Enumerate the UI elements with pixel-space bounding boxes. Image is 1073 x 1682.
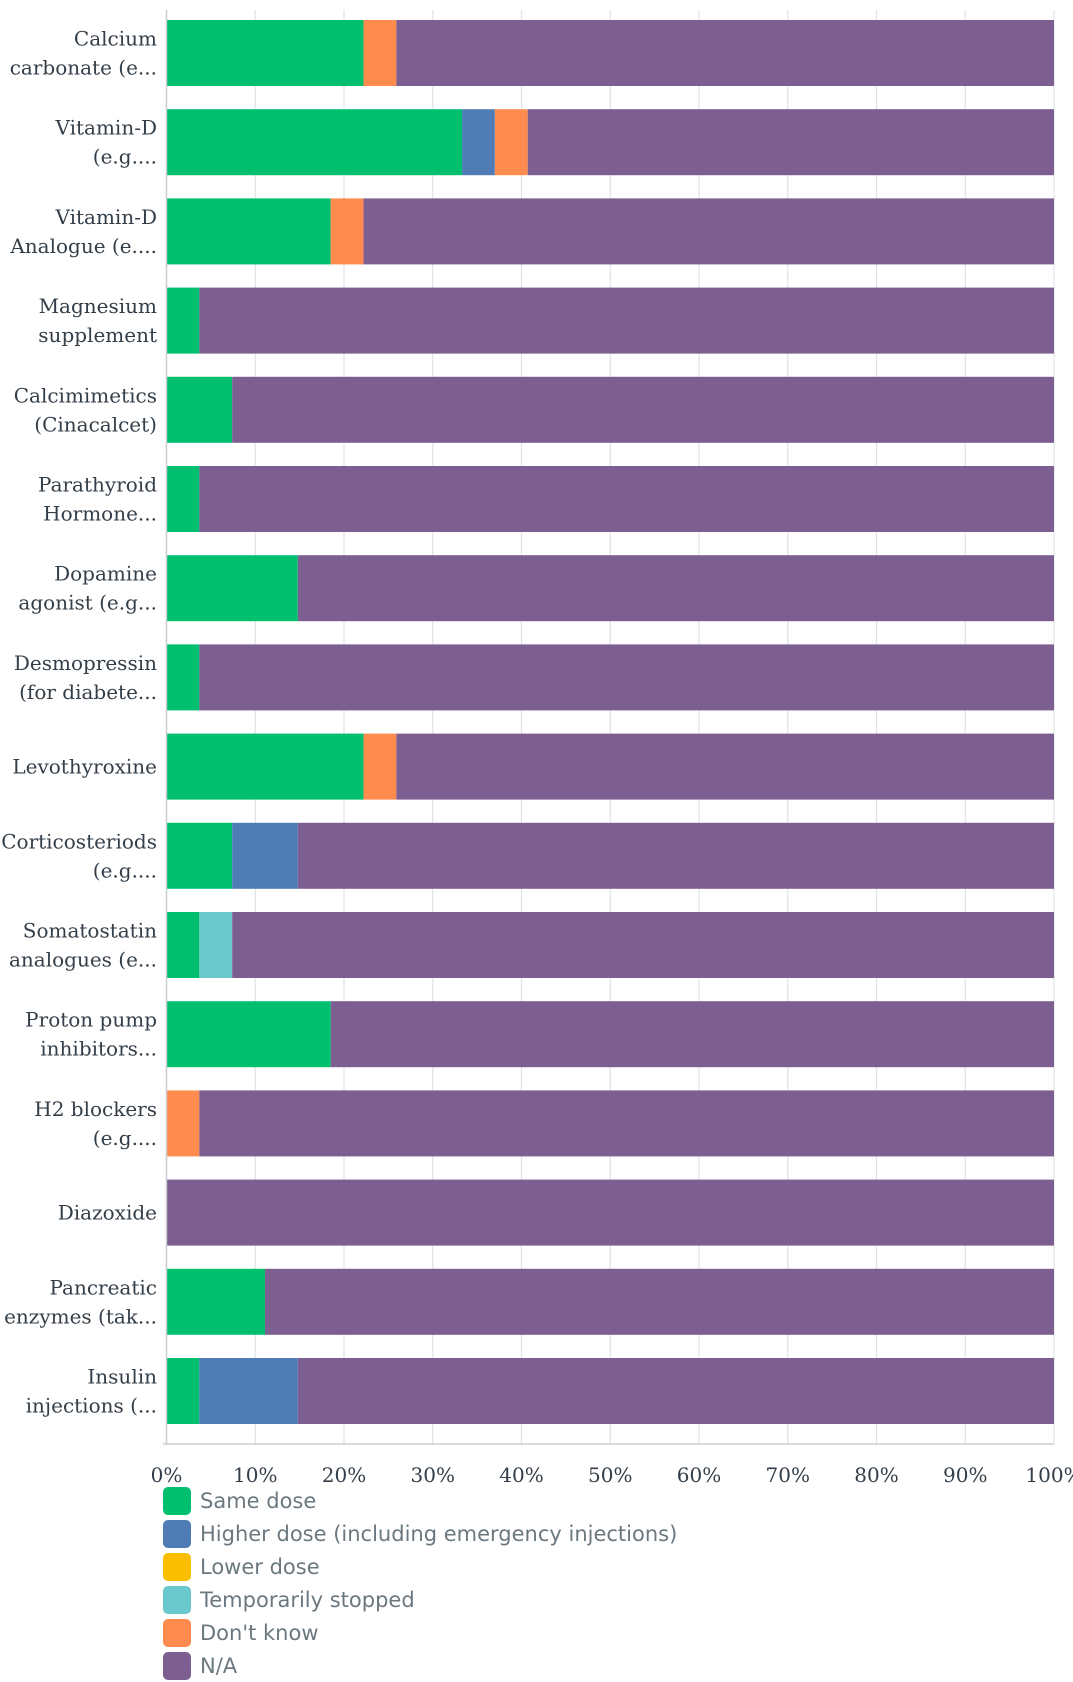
legend-label: Temporarily stopped: [200, 1587, 415, 1612]
bar-segment-don-t-know: [363, 733, 397, 800]
bar-segment-n-a: [166, 1179, 1054, 1246]
x-tick-label: 60%: [677, 1463, 721, 1484]
bar-segment-n-a: [297, 555, 1055, 622]
bar-segment-temporarily-stopped: [199, 912, 233, 978]
bar-segment-don-t-know: [166, 1090, 200, 1157]
category-label: Vitamin-D (e.g....: [55, 116, 157, 169]
x-tick-label: 10%: [233, 1463, 277, 1484]
bar-segment-n-a: [232, 376, 1055, 443]
x-tick-label: 30%: [411, 1463, 455, 1484]
category-label: Proton pump inhibitors...: [25, 1008, 157, 1061]
legend-label: Lower dose: [200, 1554, 320, 1579]
category-label: Insulin injections (...: [26, 1365, 157, 1418]
bar-segment-same-dose: [166, 1268, 266, 1335]
legend-item-same-dose: Same dose: [163, 1484, 677, 1517]
bar-segment-same-dose: [166, 20, 364, 86]
bar-segment-n-a: [199, 287, 1054, 354]
bar-segment-n-a: [527, 109, 1054, 176]
legend-item-don-t-know: Don't know: [163, 1616, 677, 1649]
bar-segment-n-a: [297, 1358, 1055, 1424]
bar-segment-same-dose: [166, 1358, 200, 1424]
legend-label: N/A: [200, 1653, 238, 1678]
category-label: Corticosteriods (e.g....: [1, 829, 157, 882]
legend: Same dose Higher dose (including emergenc…: [163, 1484, 677, 1682]
bar-segment-same-dose: [166, 466, 200, 532]
bar-segment-n-a: [396, 733, 1054, 800]
bars: [166, 20, 1055, 1424]
category-label: Vitamin-D Analogue (e....: [9, 205, 157, 258]
x-tick-label: 20%: [322, 1463, 366, 1484]
x-tick-label: 90%: [943, 1463, 987, 1484]
category-label: Levothyroxine: [12, 755, 157, 779]
bar-segment-n-a: [265, 1268, 1054, 1335]
legend-swatch: [163, 1519, 191, 1548]
category-label: Magnesium supplement: [38, 294, 157, 347]
legend-item-n-a: N/A: [163, 1649, 677, 1682]
bar-segment-higher-dose-including-emergency-injections: [199, 1358, 298, 1424]
x-axis-tick-labels: 0% 10% 20% 30% 40% 50% 60% 70% 80% 90% 100%: [151, 1463, 1073, 1484]
bar-segment-higher-dose-including-emergency-injections: [232, 822, 298, 889]
bar-segment-same-dose: [166, 644, 200, 711]
category-label: Diazoxide: [58, 1201, 157, 1225]
x-tick-label: 50%: [588, 1463, 632, 1484]
category-label: Somatostatin analogues (e...: [9, 919, 157, 972]
bar-segment-higher-dose-including-emergency-injections: [462, 109, 495, 176]
x-tick-label: 0%: [151, 1463, 183, 1484]
category-label: Calcium carbonate (e...: [10, 27, 157, 80]
legend-swatch: [163, 1585, 191, 1614]
legend-label: Higher dose (including emergency injecti…: [200, 1521, 678, 1546]
legend-swatch: [163, 1618, 191, 1647]
category-label: Desmopressin (for diabete...: [14, 651, 157, 704]
legend-item-temporarily-stopped: Temporarily stopped: [163, 1583, 677, 1616]
bar-segment-n-a: [232, 912, 1055, 978]
x-tick-label: 80%: [854, 1463, 898, 1484]
legend-label: Same dose: [200, 1488, 317, 1513]
bar-segment-same-dose: [166, 555, 298, 622]
legend-swatch: [163, 1486, 191, 1515]
category-label: Pancreatic enzymes (tak...: [4, 1275, 157, 1328]
bar-segment-n-a: [199, 644, 1054, 711]
stacked-bar-chart: Calcium carbonate (e... Vitamin-D (e.g.... V…: [1, 10, 1073, 1484]
category-label: Calcimimetics (Cinacalcet): [14, 383, 157, 436]
bar-segment-n-a: [297, 822, 1055, 889]
x-tick-label: 40%: [499, 1463, 543, 1484]
category-labels: Calcium carbonate (e... Vitamin-D (e.g.... V…: [1, 27, 157, 1418]
bar-segment-same-dose: [166, 733, 364, 800]
bar-segment-same-dose: [166, 1001, 331, 1068]
bar-segment-n-a: [396, 20, 1054, 86]
legend-item-higher-dose-including-emergency-injections: Higher dose (including emergency injecti…: [163, 1517, 677, 1550]
bar-segment-don-t-know: [363, 20, 397, 86]
category-label: H2 blockers (e.g....: [34, 1097, 157, 1150]
bar-segment-n-a: [363, 198, 1054, 265]
category-label: Dopamine agonist (e.g...: [18, 562, 157, 615]
x-tick-label: 70%: [766, 1463, 810, 1484]
bar-segment-same-dose: [166, 287, 200, 354]
legend-swatch: [163, 1552, 191, 1581]
bar-segment-n-a: [199, 1090, 1054, 1157]
bar-segment-same-dose: [166, 822, 233, 889]
bar-segment-same-dose: [166, 376, 233, 443]
bar-segment-don-t-know: [330, 198, 364, 265]
bar-segment-same-dose: [166, 912, 200, 978]
legend-item-lower-dose: Lower dose: [163, 1550, 677, 1583]
bar-segment-n-a: [330, 1001, 1054, 1068]
bar-segment-n-a: [199, 466, 1054, 532]
x-tick-label: 100%: [1025, 1463, 1073, 1484]
bar-segment-same-dose: [166, 109, 463, 176]
category-label: Parathyroid Hormone...: [38, 473, 157, 526]
bar-segment-don-t-know: [494, 109, 528, 176]
legend-swatch: [163, 1651, 191, 1680]
bar-segment-same-dose: [166, 198, 331, 265]
legend-label: Don't know: [200, 1620, 319, 1645]
